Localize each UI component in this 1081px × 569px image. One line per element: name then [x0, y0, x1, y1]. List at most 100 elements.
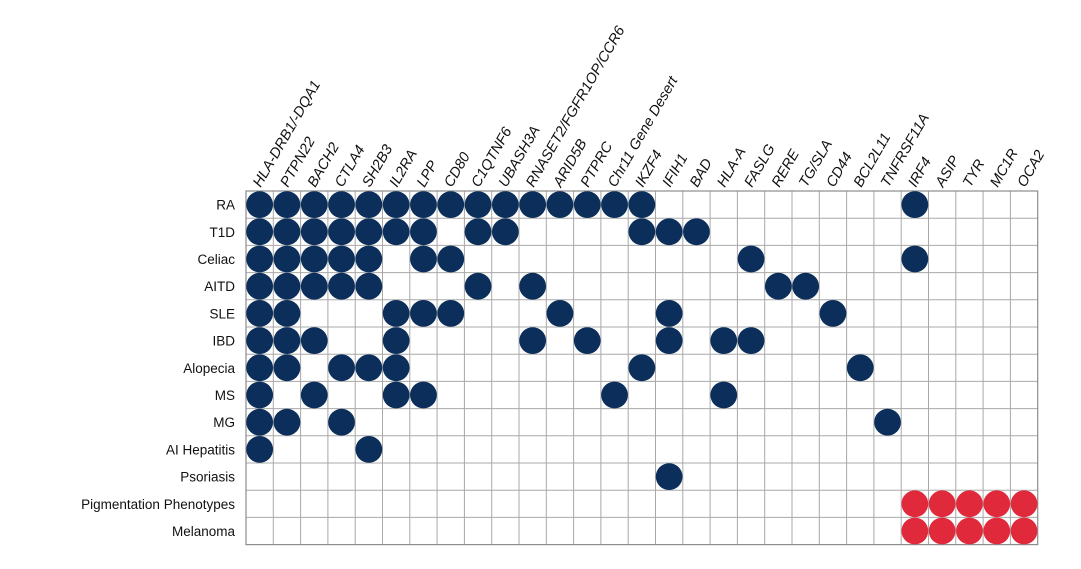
association-dot — [956, 517, 983, 545]
association-dot — [246, 327, 274, 354]
association-dot — [1010, 517, 1038, 545]
disease-label: Melanoma — [172, 524, 236, 539]
association-dot — [273, 218, 301, 246]
gene-label: CD80 — [441, 150, 473, 190]
association-dot — [246, 381, 274, 409]
grid — [245, 190, 1039, 546]
association-dot — [628, 191, 656, 219]
disease-label: MG — [213, 415, 235, 430]
association-dot — [246, 408, 274, 436]
association-dot — [901, 245, 929, 273]
association-dot — [792, 272, 820, 300]
association-dot — [382, 300, 410, 327]
association-dot — [273, 191, 301, 219]
disease-label: AITD — [204, 279, 235, 294]
association-dot — [328, 354, 355, 382]
association-dot — [382, 381, 410, 409]
gene-label: BAD — [687, 156, 716, 190]
association-dot — [737, 245, 765, 273]
association-dot — [437, 245, 465, 273]
association-dot — [328, 272, 355, 300]
association-dot — [764, 272, 792, 300]
association-dot — [573, 327, 601, 354]
association-dot — [328, 191, 355, 219]
association-dot — [355, 191, 383, 219]
association-dot — [546, 300, 574, 327]
association-dot — [573, 191, 601, 219]
disease-label: Alopecia — [183, 361, 235, 376]
gene-label: IRF4 — [905, 155, 935, 190]
association-dot — [246, 191, 274, 219]
association-dot — [300, 272, 328, 300]
association-dot — [273, 408, 301, 436]
association-dot — [246, 436, 274, 463]
association-dot — [273, 327, 301, 354]
disease-label: IBD — [212, 334, 235, 349]
association-dot — [464, 272, 492, 300]
association-dot — [655, 463, 683, 490]
association-dot — [410, 245, 437, 273]
association-dot — [901, 191, 929, 219]
gene-label: ASIP — [932, 153, 963, 191]
association-dot — [655, 300, 683, 327]
association-dot — [410, 191, 437, 219]
association-dot — [819, 300, 847, 327]
association-dot — [956, 490, 983, 518]
association-dot — [710, 327, 738, 354]
association-dot — [382, 191, 410, 219]
association-dot — [519, 327, 547, 354]
association-dot — [655, 327, 683, 354]
association-dot — [874, 408, 901, 436]
association-dot — [328, 218, 355, 246]
association-dot — [300, 327, 328, 354]
association-dot — [901, 517, 929, 545]
association-dot — [246, 245, 274, 273]
association-dot — [300, 218, 328, 246]
association-dot — [273, 245, 301, 273]
gene-label: LPP — [414, 158, 442, 190]
gene-label: TYR — [960, 156, 989, 190]
disease-label: AI Hepatitis — [166, 442, 235, 457]
grid-border — [245, 190, 1039, 546]
association-dot — [601, 191, 628, 219]
association-dot — [355, 218, 383, 246]
association-dot — [519, 191, 547, 219]
association-dot — [710, 381, 738, 409]
disease-label: Pigmentation Phenotypes — [81, 497, 235, 512]
association-dot — [355, 436, 383, 463]
association-dot — [628, 218, 656, 246]
disease-labels: RA T1D Celiac AITD SLE IBD Alopecia MS MG AI Hepa… — [81, 198, 235, 539]
association-dot — [846, 354, 874, 382]
association-dot — [1010, 490, 1038, 518]
association-dot — [983, 517, 1011, 545]
association-dot — [355, 272, 383, 300]
association-dot — [246, 218, 274, 246]
association-dot — [355, 354, 383, 382]
association-dot — [928, 517, 956, 545]
disease-label: RA — [216, 198, 235, 213]
association-dot — [683, 218, 710, 246]
association-dot — [246, 300, 274, 327]
association-dot — [655, 218, 683, 246]
association-dot — [382, 218, 410, 246]
disease-label: Celiac — [197, 252, 235, 267]
association-dot — [601, 381, 628, 409]
association-dot — [410, 218, 437, 246]
association-dot — [491, 191, 519, 219]
association-dot — [382, 327, 410, 354]
association-dot — [737, 327, 765, 354]
association-dot — [464, 218, 492, 246]
association-dot — [437, 191, 465, 219]
association-dot — [901, 490, 929, 518]
disease-label: MS — [215, 388, 235, 403]
gene-labels: HLA-DRB1/-DQA1PTPN22BACH2CTLA4SH2B3IL2RA… — [250, 23, 1048, 191]
association-dot — [928, 490, 956, 518]
association-dot — [246, 354, 274, 382]
association-dot — [300, 381, 328, 409]
association-dot — [273, 354, 301, 382]
association-dot — [983, 490, 1011, 518]
association-dot — [410, 381, 437, 409]
association-dot — [491, 218, 519, 246]
association-dots — [246, 191, 1038, 545]
